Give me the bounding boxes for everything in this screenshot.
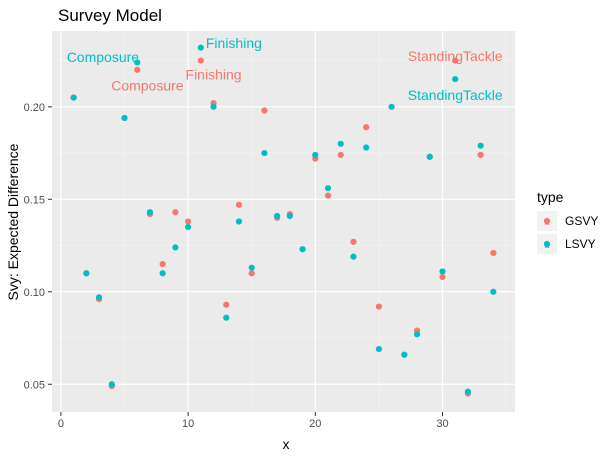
x-axis: 0 10 20 30 <box>58 412 449 430</box>
point-gsvy <box>185 218 192 225</box>
point-gsvy <box>337 151 344 159</box>
x-tick-label: 0 <box>58 418 64 430</box>
point-lsvy <box>426 153 433 160</box>
legend-marker-gsvy <box>543 217 551 225</box>
point-gsvy <box>452 57 459 64</box>
y-tick-label: 0.05 <box>24 379 45 391</box>
y-axis-label: Svy: Expected Difference <box>5 143 21 300</box>
point-lsvy <box>108 381 115 388</box>
point-gsvy <box>248 270 255 277</box>
legend-glyph-a: a <box>544 240 549 250</box>
point-lsvy <box>235 218 243 225</box>
y-tick-label: 0.20 <box>24 102 45 114</box>
point-gsvy <box>134 66 141 73</box>
point-gsvy <box>223 301 230 308</box>
point-gsvy <box>350 238 357 245</box>
point-lsvy <box>261 149 268 157</box>
point-gsvy <box>363 124 370 131</box>
x-axis-label: x <box>283 436 290 452</box>
x-tick-label: 30 <box>436 418 448 430</box>
annotation-label: Composure <box>67 49 140 65</box>
point-lsvy <box>439 268 446 275</box>
point-lsvy <box>83 270 90 277</box>
point-lsvy <box>350 253 357 260</box>
legend-marker-lsvy <box>543 240 551 248</box>
point-lsvy <box>197 44 204 51</box>
minor-gridlines <box>52 31 515 412</box>
point-gsvy <box>159 260 166 268</box>
point-lsvy <box>363 144 370 151</box>
y-axis: 0.05 0.10 0.15 0.20 <box>24 102 52 391</box>
point-lsvy <box>210 103 217 110</box>
chart-title: Survey Model <box>58 6 162 25</box>
x-tick-label: 20 <box>309 418 321 430</box>
y-tick-label: 0.10 <box>24 287 45 299</box>
point-lsvy <box>452 75 459 83</box>
point-lsvy <box>134 59 141 66</box>
point-gsvy <box>261 107 268 114</box>
point-lsvy <box>413 331 421 338</box>
data-points <box>70 44 497 397</box>
y-tick-label: 0.15 <box>24 194 45 206</box>
point-lsvy <box>312 151 319 159</box>
point-lsvy <box>375 346 382 353</box>
point-lsvy <box>172 244 179 251</box>
point-lsvy <box>121 114 128 122</box>
point-gsvy <box>235 201 243 208</box>
point-lsvy <box>401 351 408 358</box>
point-lsvy <box>299 246 306 253</box>
annotation-label: Composure <box>111 78 184 94</box>
legend-label-gsvy: GSVY <box>565 214 598 228</box>
legend-label-lsvy: LSVY <box>565 237 596 251</box>
point-lsvy <box>185 223 192 231</box>
point-lsvy <box>95 294 103 301</box>
point-lsvy <box>490 288 497 295</box>
point-lsvy <box>248 264 255 271</box>
point-lsvy <box>286 212 293 220</box>
point-gsvy <box>439 273 446 281</box>
point-lsvy <box>464 388 472 395</box>
point-gsvy <box>490 249 497 257</box>
point-lsvy <box>324 185 332 192</box>
plot-panel <box>52 31 515 412</box>
point-lsvy <box>159 270 166 277</box>
point-lsvy <box>274 212 281 220</box>
annotation-label: StandingTackle <box>408 87 503 103</box>
point-gsvy <box>197 57 204 64</box>
point-gsvy <box>375 303 382 310</box>
point-annotations: ComposureFinishingStandingTackleComposur… <box>67 35 503 103</box>
point-lsvy <box>146 209 154 216</box>
point-gsvy <box>324 192 332 199</box>
point-gsvy <box>172 209 179 216</box>
x-tick-label: 10 <box>182 418 194 430</box>
point-lsvy <box>477 142 484 149</box>
point-lsvy <box>388 103 395 110</box>
annotation-label: Finishing <box>206 35 262 51</box>
point-lsvy <box>337 140 344 147</box>
annotation-label: Finishing <box>186 66 242 82</box>
point-lsvy <box>70 94 77 101</box>
point-gsvy <box>477 151 484 159</box>
annotation-label: StandingTackle <box>408 48 503 64</box>
legend-glyph-a: a <box>544 217 549 227</box>
legend: type a GSVY a LSVY <box>537 189 598 254</box>
legend-title: type <box>537 189 564 205</box>
point-lsvy <box>223 314 230 321</box>
